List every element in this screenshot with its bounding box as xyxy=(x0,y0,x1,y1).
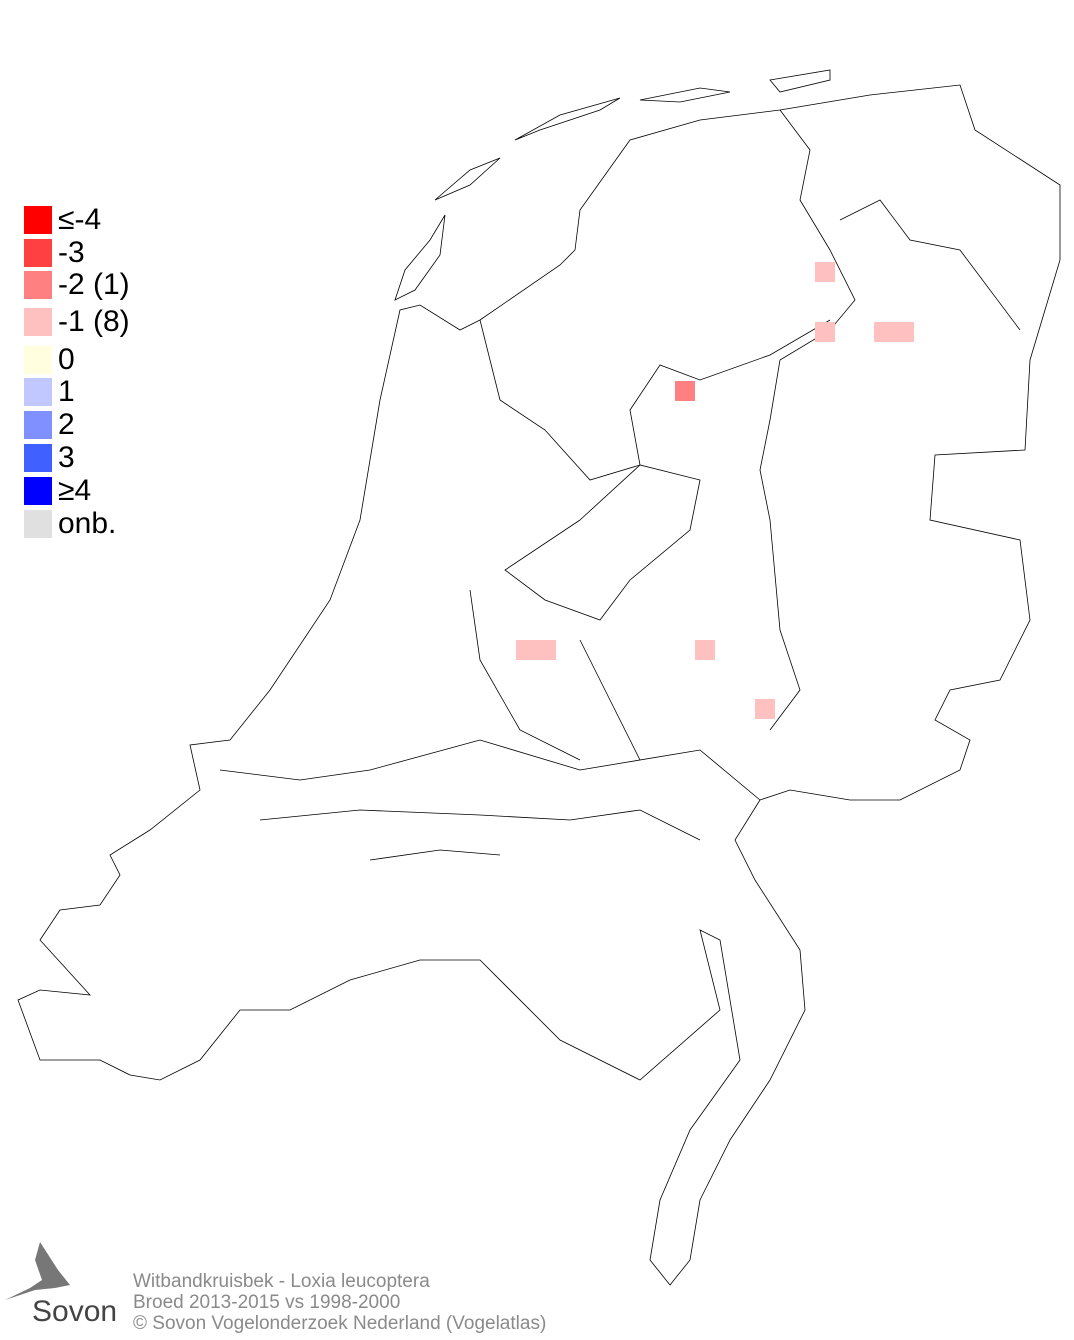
legend-label: 1 xyxy=(58,375,75,408)
legend-swatch xyxy=(24,271,52,299)
legend-swatch xyxy=(24,477,52,505)
map-caption: Witbandkruisbek - Loxia leucoptera Broed… xyxy=(133,1271,546,1334)
legend-item: ≤-4 xyxy=(24,205,101,235)
rivers xyxy=(219,739,761,861)
legend-item: -2 (1) xyxy=(24,270,130,300)
legend-swatch xyxy=(24,510,52,538)
species-title: Witbandkruisbek - Loxia leucoptera xyxy=(133,1271,430,1292)
legend-swatch xyxy=(24,411,52,439)
legend-item: 3 xyxy=(24,443,75,473)
atlas-cell xyxy=(874,322,914,342)
legend-swatch xyxy=(24,239,52,267)
island-terschelling xyxy=(514,97,621,141)
island-schiermonnikoog xyxy=(769,69,831,93)
legend-label: ≥4 xyxy=(58,474,92,507)
legend-label: -1 (8) xyxy=(58,305,130,338)
legend-label: 3 xyxy=(58,441,75,474)
period-subtitle: Broed 2013-2015 vs 1998-2000 xyxy=(133,1292,401,1313)
legend-item: ≥4 xyxy=(24,476,91,506)
legend-label: 2 xyxy=(58,408,75,441)
legend-item: 1 xyxy=(24,377,75,407)
legend-swatch xyxy=(24,346,52,374)
copyright: © Sovon Vogelonderzoek Nederland (Vogela… xyxy=(133,1313,547,1334)
legend-label: 0 xyxy=(58,343,75,376)
atlas-cell xyxy=(815,322,835,342)
island-texel xyxy=(394,214,446,301)
legend-swatch xyxy=(24,308,52,336)
atlas-cell xyxy=(815,262,835,282)
island-ameland xyxy=(639,87,731,103)
legend-swatch xyxy=(24,206,52,234)
legend-item: 2 xyxy=(24,410,75,440)
legend-label: onb. xyxy=(58,507,117,540)
country-outline xyxy=(17,84,1061,1286)
legend-item: -1 (8) xyxy=(24,307,130,337)
legend-item: -3 xyxy=(24,238,85,268)
province-borders xyxy=(469,109,1021,761)
legend-swatch xyxy=(24,444,52,472)
sovon-swallow-logo xyxy=(5,1242,70,1300)
flevoland xyxy=(504,464,701,621)
legend-swatch xyxy=(24,378,52,406)
legend-label: -3 xyxy=(58,236,85,269)
atlas-cell xyxy=(675,381,695,401)
ijsselmeer-shore xyxy=(479,319,831,481)
atlas-cell xyxy=(516,640,556,660)
sovon-logo-text: Sovon xyxy=(32,1295,118,1328)
island-vlieland xyxy=(434,157,501,201)
legend-label: -2 (1) xyxy=(58,268,130,301)
legend-label: ≤-4 xyxy=(58,203,102,236)
atlas-cell xyxy=(755,699,775,719)
legend-item: onb. xyxy=(24,509,116,539)
atlas-cell xyxy=(695,640,715,660)
legend-item: 0 xyxy=(24,345,75,375)
